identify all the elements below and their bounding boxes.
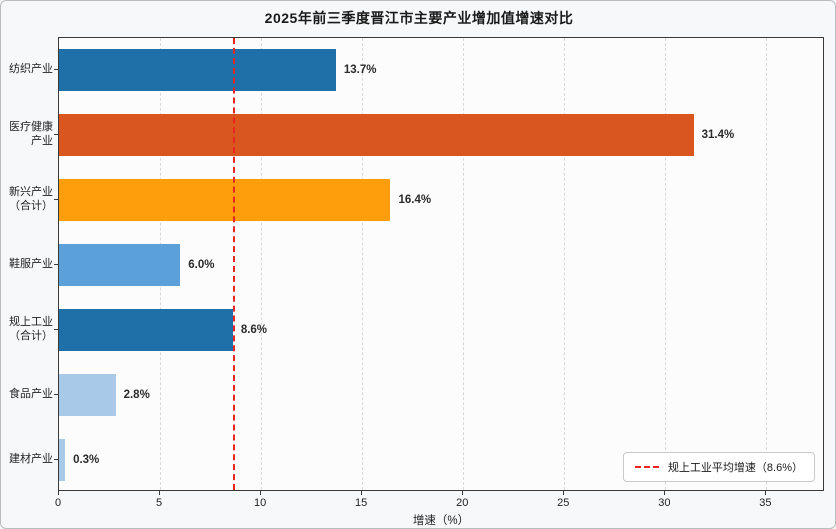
gridline [766,38,768,490]
gridline [261,38,263,490]
bar-value-label: 16.4% [398,194,432,207]
x-axis-label: 增速（%） [412,515,470,527]
x-tick-mark [361,491,363,495]
bar [59,244,181,286]
x-tick-mark [260,491,262,495]
y-tick-label: 医疗健康 产业 [9,121,53,148]
y-tick-label: 食品产业 [9,387,53,400]
legend: 规上工业平均增速（8.6%） [622,452,815,482]
bar [59,438,66,481]
gridline [564,38,566,490]
y-tick-mark [54,69,58,71]
bar-value-label: 2.8% [123,388,150,401]
dashed-line-icon [634,466,659,468]
x-tick-mark [563,491,565,495]
x-tick-label: 35 [759,497,772,509]
x-tick-mark [58,491,59,495]
bar-value-label: 31.4% [701,129,735,142]
x-tick-label: 15 [355,497,368,509]
bar [59,373,116,416]
x-tick-mark [664,491,666,495]
bar-value-label: 8.6% [240,323,268,336]
gridline [463,38,465,490]
x-tick-label: 0 [54,497,62,509]
y-tick-mark [54,458,58,460]
bar-value-label: 6.0% [188,259,215,271]
bar-value-label: 0.3% [73,453,100,466]
y-tick-mark [54,328,58,330]
bar [59,114,694,157]
y-tick-mark [54,393,58,395]
y-tick-mark [54,134,58,136]
y-tick-mark [54,199,58,201]
plot-area: 13.7% 31.4% 16.4% 6.0% 8.6% 2.8% 0.3% 规上工业平均增速… [58,37,824,491]
bar [59,49,336,92]
y-tick-label: 规上工业 （合计） [9,315,53,342]
bar [59,308,233,351]
x-tick-label: 10 [253,497,267,509]
y-tick-label: 鞋服产业 [9,258,53,270]
bar-value-label: 13.7% [343,64,377,77]
y-tick-label: 新兴产业 （合计） [9,186,53,213]
x-tick-mark [462,491,464,495]
x-tick-label: 20 [456,497,469,509]
x-tick-mark [765,491,767,495]
gridline [665,38,667,490]
x-tick-label: 25 [557,497,570,509]
x-tick-mark [159,491,161,495]
gridline [362,38,364,490]
y-tick-label: 建材产业 [9,452,53,465]
chart-title: 2025年前三季度晋江市主要产业增加值增速对比 [264,10,574,26]
bar [59,179,391,222]
x-tick-label: 5 [155,497,163,509]
legend-label: 规上工业平均增速（8.6%） [667,462,803,474]
y-tick-mark [54,264,58,265]
x-tick-label: 30 [658,497,671,509]
reference-line [232,38,235,490]
y-tick-label: 纺织产业 [9,63,53,76]
